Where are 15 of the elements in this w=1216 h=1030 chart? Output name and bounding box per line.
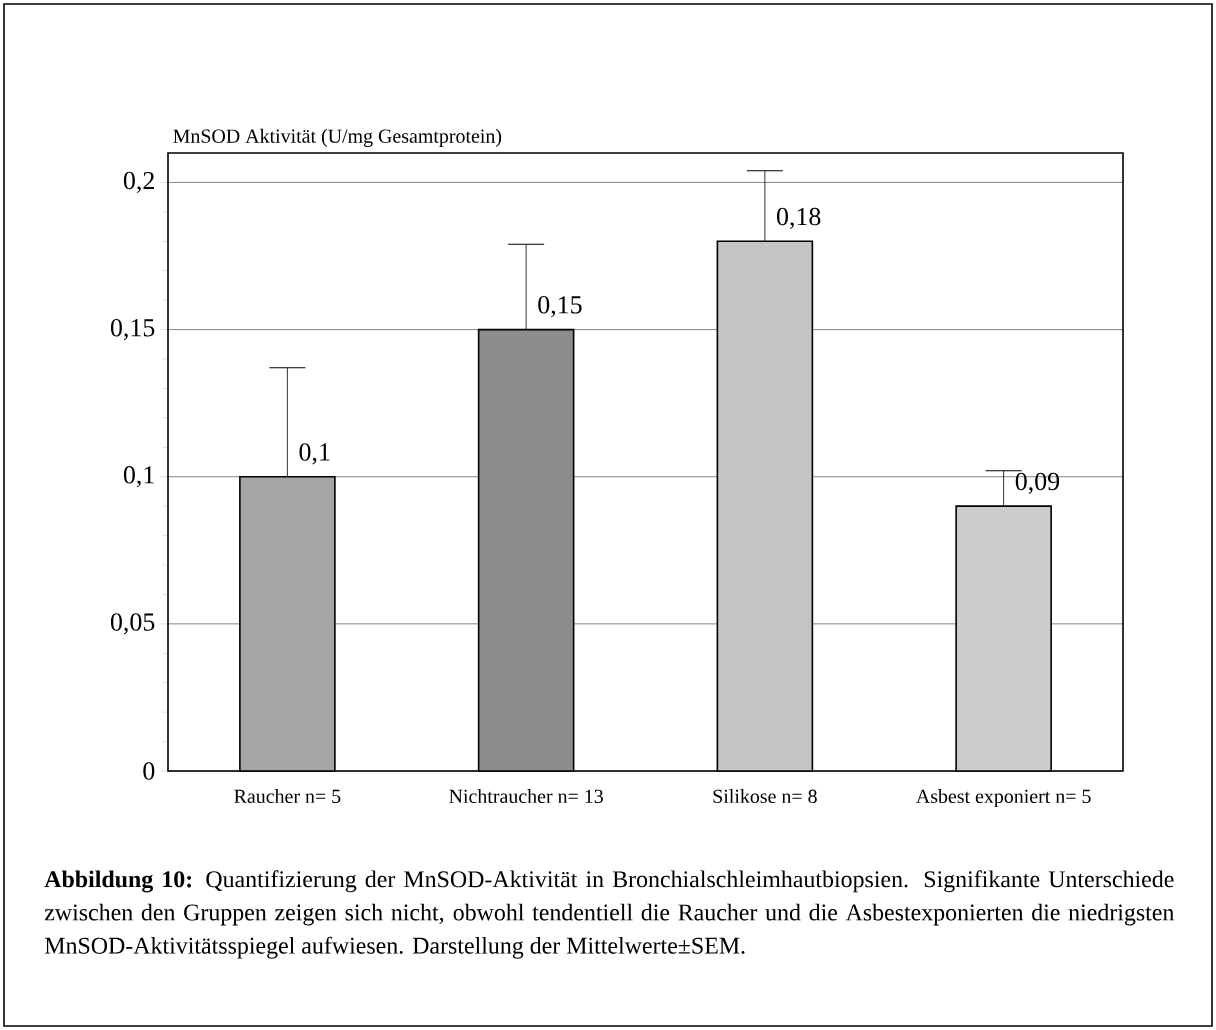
- y-tick-label: 0,2: [123, 171, 154, 194]
- x-tick-label: Nichtraucher n= 13: [449, 789, 603, 804]
- y-tick-label: 0: [143, 762, 155, 780]
- x-tick-label: Raucher n= 5: [234, 789, 341, 804]
- y-tick-label: 0,1: [123, 466, 154, 488]
- data-label: 0,1: [299, 443, 330, 465]
- text: Abbildung 10: Quantifizierung der MnSOD-Aktivität in Bronchialschleimhautbiopsien. Signifikante Unterschiede zwischen den Gruppen zeigen sich nicht, obwohl tendentiell die Raucher und die Asbestexponierten die niedrigsten MnSOD-Aktivitätsspiegel aufwiesen. Darstellung der Mittelwerte±SEM.: [44, 870, 1175, 959]
- x-tick-label: Silikose n= 8: [713, 789, 817, 804]
- data-label: 0,18: [777, 207, 821, 230]
- data-label: 0,15: [538, 296, 582, 318]
- y-tick-label: 0,15: [110, 318, 155, 341]
- x-tick-label: Asbest exponiert n= 5: [916, 789, 1091, 808]
- y-tick-label: 0,05: [110, 613, 155, 635]
- data-label: 0,09: [1015, 472, 1060, 494]
- y-axis-title: MnSOD Aktivität (U/mg Gesamtprotein): [173, 128, 502, 147]
